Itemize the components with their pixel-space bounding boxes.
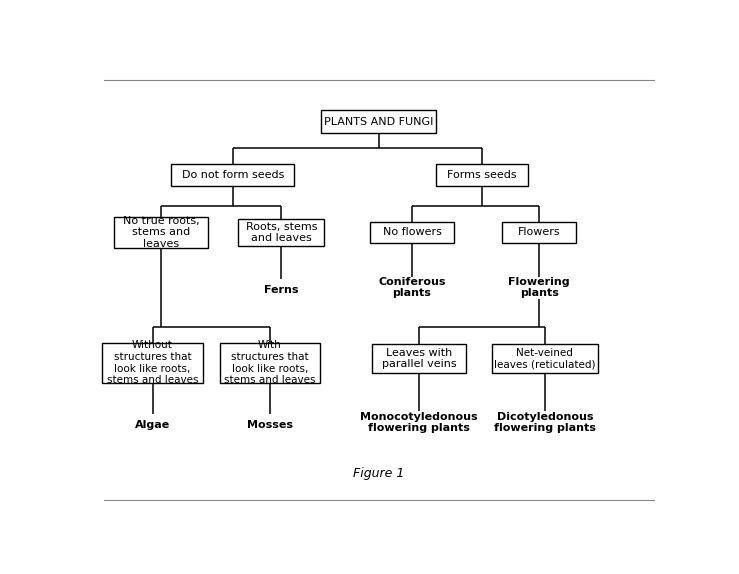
FancyBboxPatch shape (103, 343, 202, 383)
Text: Flowers: Flowers (518, 227, 560, 238)
FancyBboxPatch shape (239, 219, 324, 246)
Text: With
structures that
look like roots,
stems and leaves: With structures that look like roots, st… (224, 340, 316, 385)
FancyBboxPatch shape (219, 343, 320, 383)
Text: Flowering
plants: Flowering plants (508, 277, 570, 298)
Text: Algae: Algae (135, 420, 170, 430)
Text: Roots, stems
and leaves: Roots, stems and leaves (245, 222, 317, 243)
FancyBboxPatch shape (502, 222, 576, 243)
Text: Forms seeds: Forms seeds (447, 170, 517, 180)
Text: Figure 1: Figure 1 (353, 467, 404, 480)
FancyBboxPatch shape (321, 110, 436, 133)
Text: Without
structures that
look like roots,
stems and leaves: Without structures that look like roots,… (106, 340, 198, 385)
FancyBboxPatch shape (436, 164, 528, 185)
FancyBboxPatch shape (370, 222, 454, 243)
Text: PLANTS AND FUNGI: PLANTS AND FUNGI (324, 117, 434, 127)
Text: Mosses: Mosses (247, 420, 293, 430)
Text: Coniferous
plants: Coniferous plants (378, 277, 446, 298)
Text: No true roots,
stems and
leaves: No true roots, stems and leaves (123, 216, 200, 249)
Text: Net-veined
leaves (reticulated): Net-veined leaves (reticulated) (494, 348, 596, 369)
FancyBboxPatch shape (492, 344, 598, 373)
Text: Do not form seeds: Do not form seeds (182, 170, 284, 180)
Text: Leaves with
parallel veins: Leaves with parallel veins (381, 348, 456, 369)
Text: Ferns: Ferns (264, 285, 299, 295)
FancyBboxPatch shape (171, 164, 294, 185)
FancyBboxPatch shape (372, 344, 466, 373)
Text: Monocotyledonous
flowering plants: Monocotyledonous flowering plants (360, 412, 477, 433)
Text: No flowers: No flowers (383, 227, 441, 238)
Text: Dicotyledonous
flowering plants: Dicotyledonous flowering plants (494, 412, 596, 433)
FancyBboxPatch shape (114, 216, 208, 249)
